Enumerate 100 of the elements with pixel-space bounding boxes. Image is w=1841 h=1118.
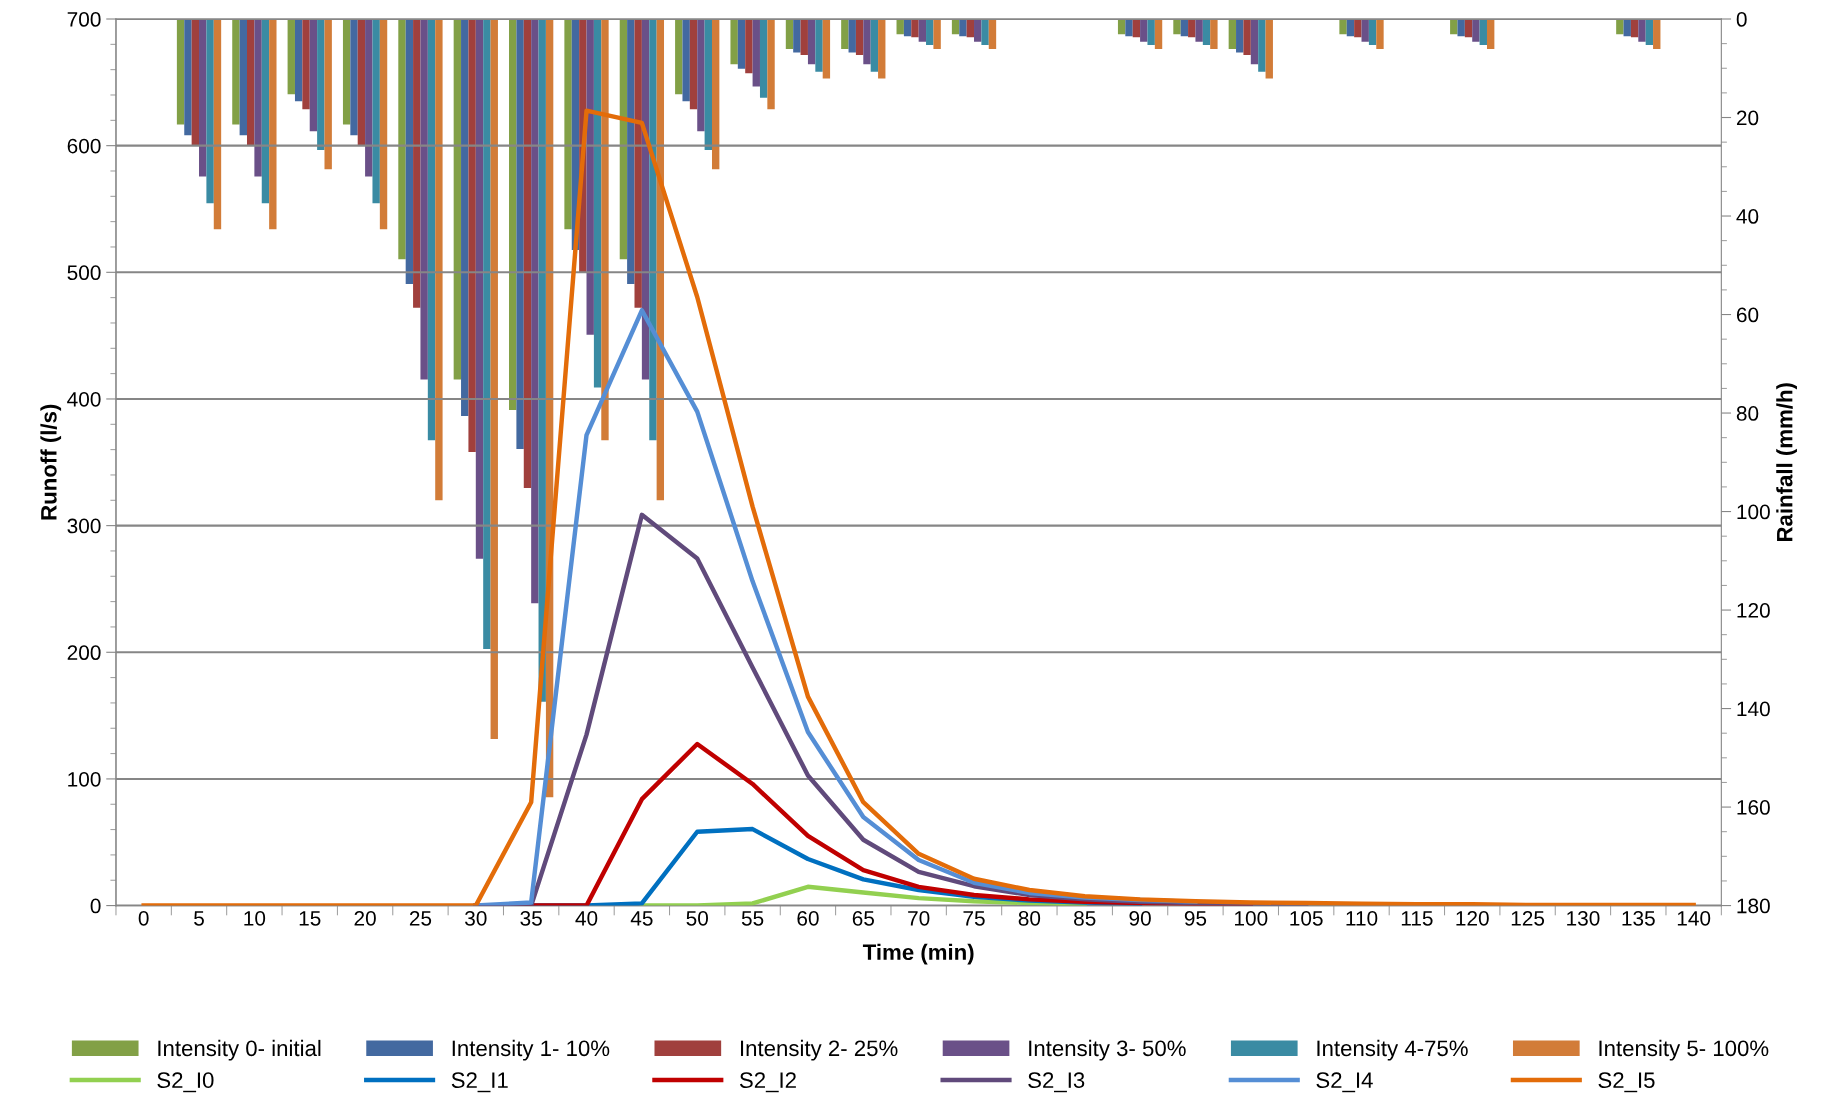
- x-tick-label: 140: [1677, 910, 1711, 926]
- bar: [372, 19, 380, 204]
- x-tick-label: 65: [852, 910, 875, 926]
- x-tick-label: 120: [1456, 910, 1489, 926]
- bar: [1250, 19, 1259, 65]
- bar: [1228, 19, 1237, 50]
- bar: [619, 19, 628, 260]
- bar: [911, 19, 919, 38]
- bar: [398, 19, 406, 260]
- x-tick-label: 35: [520, 910, 542, 926]
- bar: [800, 19, 808, 55]
- bar: [1354, 19, 1362, 38]
- bar: [697, 19, 705, 132]
- bar: [246, 19, 255, 146]
- bar: [1339, 19, 1347, 35]
- y2-tick-label: 180: [1737, 898, 1770, 914]
- y2-tick-label: 140: [1737, 701, 1770, 717]
- bar: [682, 19, 690, 102]
- x-tick-label: 80: [1018, 910, 1041, 926]
- legend-label: Intensity 0- initial: [158, 1039, 321, 1061]
- x-tick-label: 30: [465, 910, 487, 926]
- y-tick-label: 200: [67, 645, 101, 661]
- bar: [523, 19, 532, 488]
- bar: [988, 19, 997, 50]
- bar: [933, 19, 941, 50]
- bar: [509, 19, 517, 411]
- bar: [350, 19, 358, 136]
- bar: [841, 19, 849, 50]
- bar: [1236, 19, 1244, 53]
- bar: [745, 19, 753, 74]
- legend-label: S2_I2: [739, 1072, 796, 1093]
- bar: [926, 19, 934, 46]
- bar: [516, 19, 524, 449]
- bar: [1653, 19, 1661, 50]
- bar: [959, 19, 967, 37]
- bar: [601, 19, 609, 441]
- bar: [176, 19, 185, 125]
- bar: [1173, 19, 1181, 35]
- x-tick-label: 75: [963, 911, 985, 926]
- bar: [704, 19, 712, 151]
- legend-label: S2_I5: [1598, 1072, 1655, 1093]
- y-tick-label: 100: [68, 771, 101, 787]
- bar: [1147, 19, 1155, 46]
- bar: [206, 19, 214, 204]
- x-tick-label: 115: [1401, 911, 1433, 926]
- bar: [405, 19, 414, 284]
- legend-label: S2_I1: [451, 1072, 508, 1093]
- y-tick-label: 700: [67, 12, 101, 27]
- bar: [420, 19, 428, 380]
- bar: [564, 19, 572, 230]
- legend-label: Intensity 3- 50%: [1029, 1039, 1186, 1061]
- bar: [1638, 19, 1646, 42]
- x-tick-label: 45: [630, 911, 653, 926]
- bar: [785, 19, 794, 50]
- x-tick-label: 20: [354, 910, 376, 926]
- bar: [1154, 19, 1163, 50]
- x-tick-label: 0: [138, 910, 149, 926]
- bar: [213, 19, 222, 230]
- bar: [254, 19, 262, 177]
- bar: [627, 19, 635, 284]
- x-tick-label: 85: [1074, 910, 1096, 926]
- bar: [586, 19, 594, 335]
- y2-tick-label: 120: [1737, 603, 1770, 618]
- bar: [759, 19, 768, 98]
- x-tick-label: 70: [908, 910, 930, 926]
- bar: [357, 19, 366, 146]
- x-tick-label: 50: [686, 910, 708, 926]
- bar: [461, 19, 469, 416]
- bar: [239, 19, 247, 136]
- bar: [261, 19, 270, 204]
- bar: [427, 19, 436, 441]
- bar: [1243, 19, 1251, 55]
- x-tick-label: 125: [1511, 910, 1545, 926]
- bar: [1457, 19, 1465, 37]
- bar: [855, 19, 864, 55]
- bar: [413, 19, 421, 308]
- x-tick-label: 25: [409, 910, 432, 926]
- bar: [199, 19, 207, 177]
- bar: [483, 19, 491, 649]
- x-tick-label: 10: [244, 910, 266, 926]
- bar: [649, 19, 657, 441]
- line-series: [141, 108, 1696, 906]
- bar: [490, 19, 498, 740]
- legend-label: S2_I4: [1316, 1072, 1373, 1093]
- bar: [309, 19, 318, 132]
- x-tick-label: 110: [1346, 910, 1378, 926]
- bar: [475, 19, 484, 559]
- bar: [1361, 19, 1369, 42]
- bar: [918, 19, 927, 42]
- bar: [737, 19, 746, 69]
- bar: [974, 19, 982, 42]
- y2-tick-label: 100: [1737, 504, 1770, 520]
- bar: [675, 19, 683, 95]
- bar: [1479, 19, 1487, 46]
- bar: [302, 19, 310, 110]
- bar: [1265, 19, 1273, 79]
- x-tick-label: 5: [194, 911, 204, 926]
- bar: [822, 19, 831, 79]
- bar: [767, 19, 775, 110]
- y2-tick-label: 160: [1737, 800, 1770, 815]
